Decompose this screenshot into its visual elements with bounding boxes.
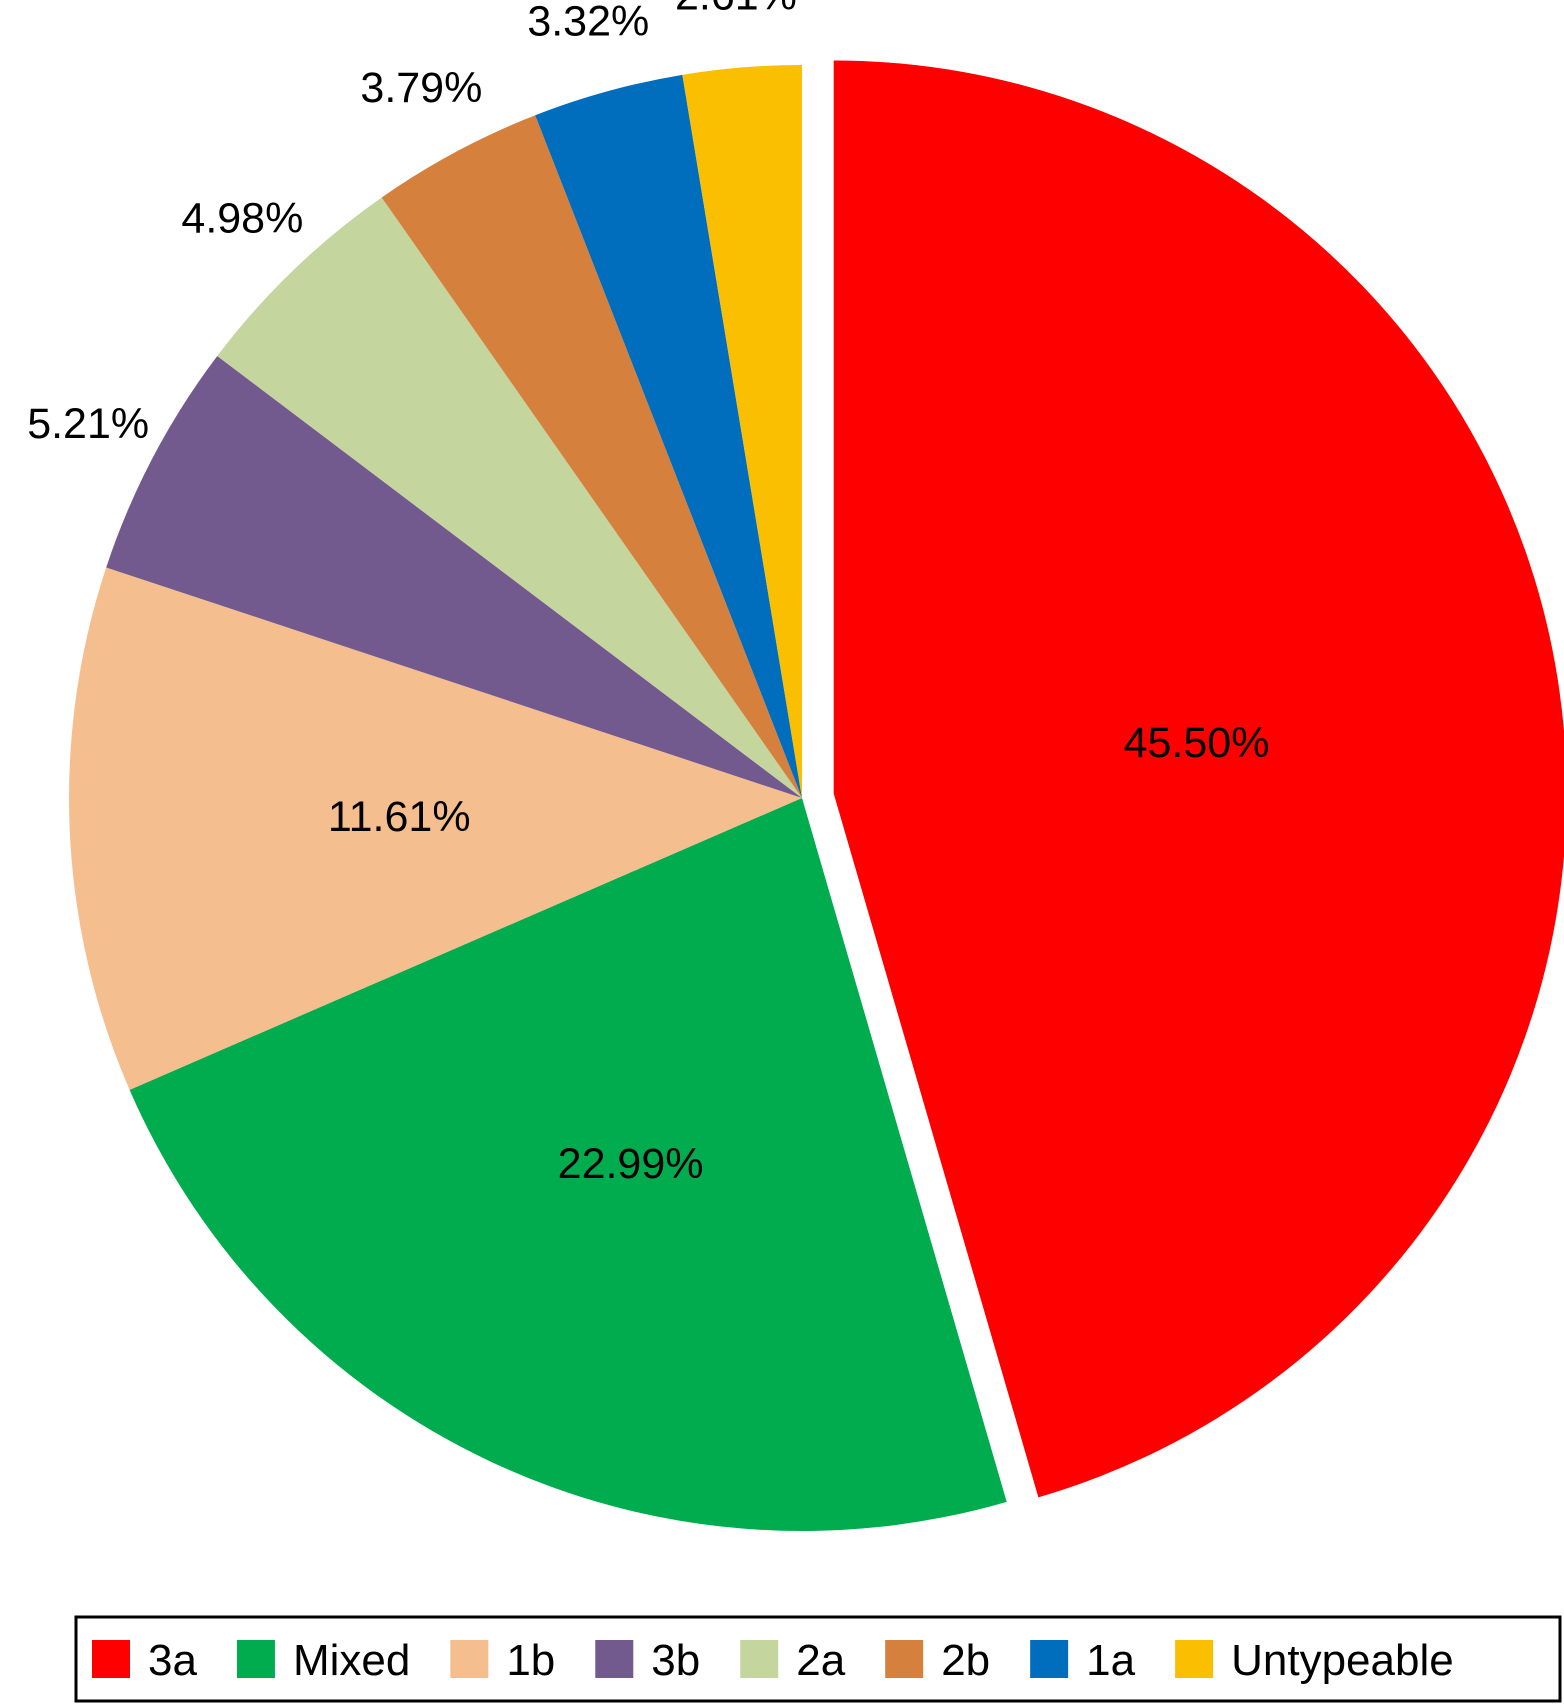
legend-swatch-3a [92,1640,130,1678]
legend-label-1a: 1a [1086,1636,1135,1685]
slice-3a [833,60,1564,1498]
data-label-3a: 45.50% [1124,719,1270,767]
legend-swatch-1b [450,1640,489,1678]
legend-label-mixed: Mixed [293,1636,410,1685]
slice-2b [381,115,802,798]
legend-label-3b: 3b [651,1636,700,1685]
legend-swatch-untypeable [1175,1640,1214,1678]
legend: 3a Mixed 1b 3b 2a 2b 1a Untypeable [74,1615,1562,1703]
legend-box [74,1615,1562,1703]
data-label-mixed: 22.99% [558,1140,704,1188]
legend-label-2a: 2a [796,1636,845,1685]
data-label-2b: 3.79% [360,64,482,112]
slice-untypeable [682,65,802,798]
legend-label-3a: 3a [148,1636,197,1685]
slice-mixed [129,798,1007,1531]
data-label-1a: 3.32% [527,0,649,46]
data-label-untypeable: 2.61% [675,0,797,19]
legend-swatch-mixed [236,1640,275,1678]
legend-swatch-2b [885,1640,924,1678]
legend-label-2b: 2b [941,1636,990,1685]
legend-swatch-1a [1030,1640,1069,1678]
slice-1b [68,567,802,1090]
slice-1a [535,74,802,799]
legend-label-untypeable: Untypeable [1231,1636,1454,1685]
slice-3b [106,355,803,798]
legend-label-1b: 1b [506,1636,555,1685]
legend-swatch-3b [595,1640,634,1678]
legend-swatch-2a [740,1640,779,1678]
data-label-1b: 11.61% [328,793,471,841]
data-labels: 45.50% 22.99% 11.61% 5.21% 4.98% 3.79% 3.32% 2.… [27,0,1269,1188]
slice-2a [217,197,802,799]
data-label-2a: 4.98% [181,195,303,243]
data-label-3b: 5.21% [27,400,149,448]
pie-slices [68,60,1564,1531]
